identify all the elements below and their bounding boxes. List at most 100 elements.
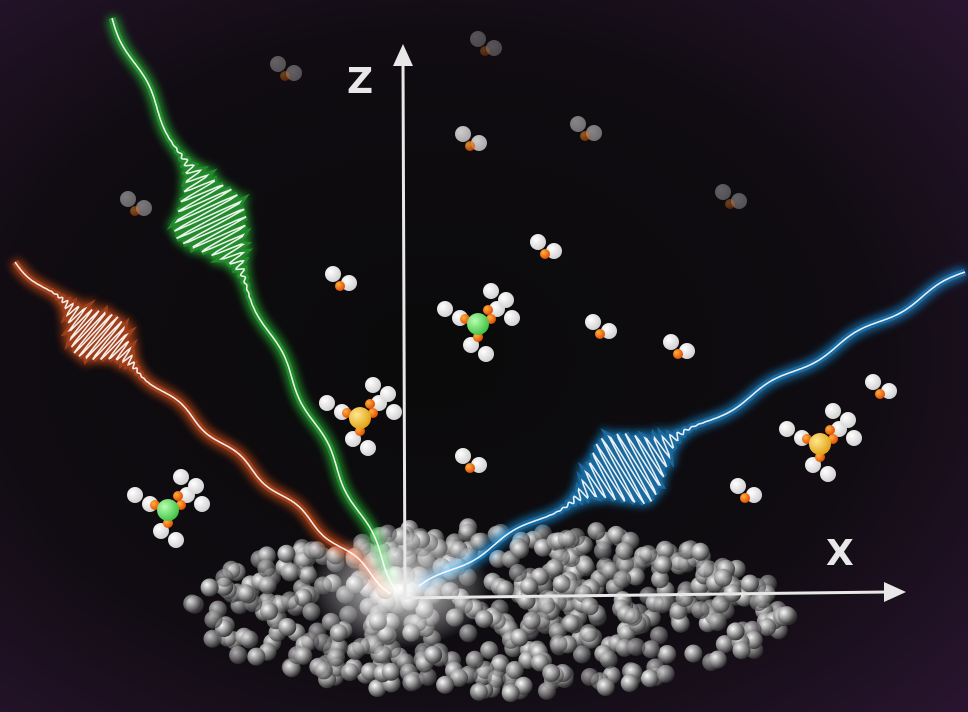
- beam: [14, 261, 391, 595]
- atom: [341, 275, 357, 291]
- particle: [557, 529, 576, 548]
- atom: [380, 386, 396, 402]
- atom: [437, 301, 453, 317]
- atom: [825, 403, 841, 419]
- particle: [607, 525, 626, 544]
- particle: [640, 669, 659, 688]
- particle: [579, 624, 598, 643]
- particle: [487, 669, 506, 688]
- z-label: Z: [347, 61, 373, 102]
- particle: [616, 555, 634, 573]
- particle: [650, 626, 668, 645]
- particle: [501, 684, 520, 703]
- atom: [465, 463, 475, 473]
- particle: [740, 574, 759, 593]
- particle: [711, 595, 730, 614]
- particle: [522, 611, 541, 630]
- particle: [314, 661, 333, 680]
- particle: [538, 681, 556, 700]
- particle: [627, 637, 646, 656]
- particle: [654, 555, 673, 574]
- particle: [641, 640, 660, 659]
- x-arrow: [884, 582, 906, 602]
- atom: [127, 487, 143, 503]
- atom: [365, 399, 375, 409]
- atom: [120, 191, 136, 207]
- particle: [511, 540, 530, 559]
- particle: [236, 584, 255, 602]
- particle: [599, 650, 618, 669]
- atom: [465, 141, 475, 151]
- z-axis: [401, 61, 407, 601]
- particle: [732, 641, 751, 660]
- atom: [360, 440, 376, 456]
- atom: [498, 292, 514, 308]
- particle: [696, 559, 714, 578]
- particle: [678, 554, 697, 573]
- atom-core: [467, 313, 489, 335]
- particle: [381, 662, 400, 681]
- atom: [455, 126, 471, 142]
- particle: [436, 675, 455, 694]
- atom: [280, 71, 290, 81]
- atom: [471, 457, 487, 473]
- atom: [546, 243, 562, 259]
- atom-core: [157, 499, 179, 521]
- particle: [465, 650, 484, 669]
- atom: [483, 283, 499, 299]
- particle: [593, 541, 612, 560]
- particle: [402, 673, 421, 692]
- x-label: X: [826, 533, 854, 574]
- atom: [173, 491, 183, 501]
- particle: [580, 597, 599, 616]
- particle: [260, 602, 278, 621]
- particle: [491, 654, 510, 673]
- z-arrow: [393, 44, 413, 66]
- particle: [684, 644, 703, 663]
- atom: [335, 281, 345, 291]
- particle: [615, 541, 634, 560]
- particle: [496, 580, 514, 599]
- particle: [624, 607, 643, 626]
- atom: [483, 305, 493, 315]
- atom: [875, 389, 885, 399]
- particle: [294, 646, 313, 665]
- particle: [708, 650, 727, 669]
- atom: [286, 65, 302, 81]
- particle: [277, 544, 296, 563]
- beams: [12, 16, 967, 597]
- particle: [653, 595, 672, 614]
- atom: [478, 346, 494, 362]
- atom: [673, 349, 683, 359]
- atom: [746, 487, 762, 503]
- particle: [613, 570, 632, 589]
- particle: [257, 559, 276, 578]
- atom: [386, 404, 402, 420]
- particle: [577, 558, 595, 577]
- particle: [229, 646, 248, 664]
- atom: [725, 199, 735, 209]
- particle: [470, 532, 488, 551]
- particle: [469, 682, 488, 701]
- atom: [136, 200, 152, 216]
- particle: [626, 567, 645, 586]
- particle: [658, 645, 677, 663]
- particle: [480, 641, 499, 660]
- particle: [651, 570, 670, 589]
- particle: [203, 629, 222, 648]
- particle: [587, 522, 606, 541]
- particle: [639, 545, 658, 564]
- particle: [450, 668, 468, 687]
- atom: [580, 131, 590, 141]
- atom: [470, 31, 486, 47]
- particle: [200, 578, 219, 597]
- particle: [726, 622, 745, 641]
- particle: [691, 542, 710, 561]
- particle: [308, 541, 327, 560]
- atom: [270, 56, 286, 72]
- atom: [779, 421, 795, 437]
- atom: [365, 377, 381, 393]
- particle: [520, 577, 539, 596]
- particle: [424, 645, 443, 664]
- particle: [708, 613, 727, 631]
